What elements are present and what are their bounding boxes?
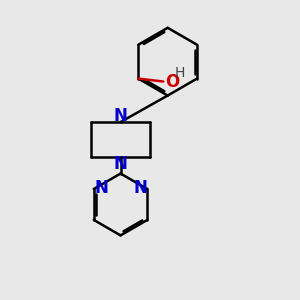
Text: N: N xyxy=(114,106,128,124)
Text: H: H xyxy=(175,66,185,80)
Text: N: N xyxy=(114,155,128,173)
Text: N: N xyxy=(94,178,108,196)
Text: N: N xyxy=(133,178,147,196)
Text: O: O xyxy=(165,73,179,91)
